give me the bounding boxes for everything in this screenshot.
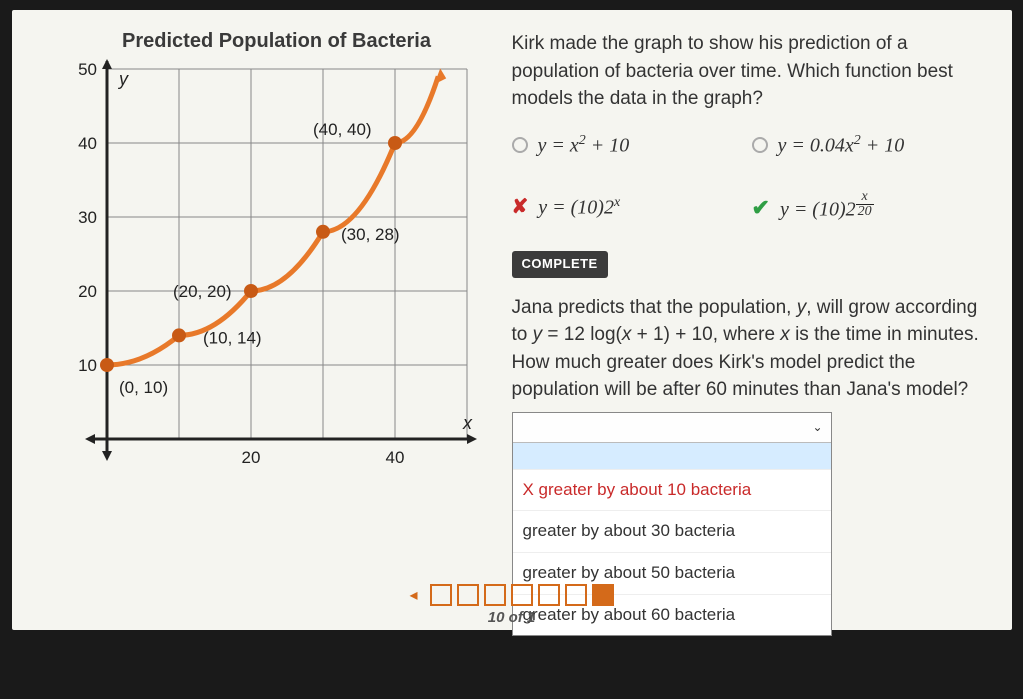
dropdown-selected[interactable]: ⌄ — [513, 413, 831, 443]
svg-text:10: 10 — [78, 356, 97, 375]
option-b[interactable]: y = 0.04x2 + 10 — [752, 131, 992, 161]
option-c-formula: y = (10)2x — [538, 193, 620, 223]
prev-arrow-icon[interactable]: ◂ — [409, 585, 417, 605]
correct-mark-icon: ✔ — [752, 192, 770, 224]
dropdown-highlight[interactable] — [513, 443, 831, 469]
svg-text:50: 50 — [78, 60, 97, 79]
svg-text:(10, 14): (10, 14) — [203, 328, 262, 347]
svg-text:40: 40 — [385, 448, 404, 467]
progress-square[interactable] — [430, 584, 452, 606]
chart-title: Predicted Population of Bacteria — [62, 30, 492, 53]
progress-square[interactable] — [484, 584, 506, 606]
svg-text:30: 30 — [78, 208, 97, 227]
svg-text:(0, 10): (0, 10) — [119, 378, 168, 397]
svg-text:40: 40 — [78, 134, 97, 153]
svg-text:y: y — [117, 69, 129, 89]
progress-square[interactable] — [592, 584, 614, 606]
option-a-formula: y = x2 + 10 — [538, 131, 630, 161]
option-c[interactable]: ✘ y = (10)2x — [512, 190, 752, 224]
radio-icon — [752, 137, 768, 153]
chevron-down-icon: ⌄ — [812, 419, 822, 436]
question2-prompt: Jana predicts that the population, y, wi… — [512, 294, 992, 404]
option-d-formula: y = (10)2x20 — [780, 190, 874, 224]
chart-svg: 10 20 30 40 50 20 40 y x (0, 10) (10, 14) (20, 20) (… — [62, 59, 482, 479]
svg-text:(30, 28): (30, 28) — [341, 225, 400, 244]
question1-prompt: Kirk made the graph to show his predicti… — [512, 30, 992, 113]
progress-text: 10 of 1 — [488, 609, 536, 626]
progress-square[interactable] — [538, 584, 560, 606]
option-a[interactable]: y = x2 + 10 — [512, 131, 752, 161]
dropdown-option[interactable]: X greater by about 10 bacteria — [513, 469, 831, 511]
svg-text:20: 20 — [241, 448, 260, 467]
progress-square[interactable] — [511, 584, 533, 606]
svg-text:20: 20 — [78, 282, 97, 301]
wrong-mark-icon: ✘ — [512, 193, 529, 222]
answer-options: y = x2 + 10 y = 0.04x2 + 10 ✘ y = (10)2x… — [512, 131, 992, 225]
progress-square[interactable] — [457, 584, 479, 606]
option-d[interactable]: ✔ y = (10)2x20 — [752, 190, 992, 224]
svg-text:x: x — [462, 413, 473, 433]
dropdown-option[interactable]: greater by about 30 bacteria — [513, 510, 831, 552]
svg-text:(20, 20): (20, 20) — [173, 282, 232, 301]
svg-text:(40, 40): (40, 40) — [313, 120, 372, 139]
progress-square[interactable] — [565, 584, 587, 606]
complete-badge: COMPLETE — [512, 251, 608, 278]
chart-area: 10 20 30 40 50 20 40 y x (0, 10) (10, 14) (20, 20) (… — [62, 59, 482, 479]
radio-icon — [512, 137, 528, 153]
option-b-formula: y = 0.04x2 + 10 — [778, 131, 905, 161]
